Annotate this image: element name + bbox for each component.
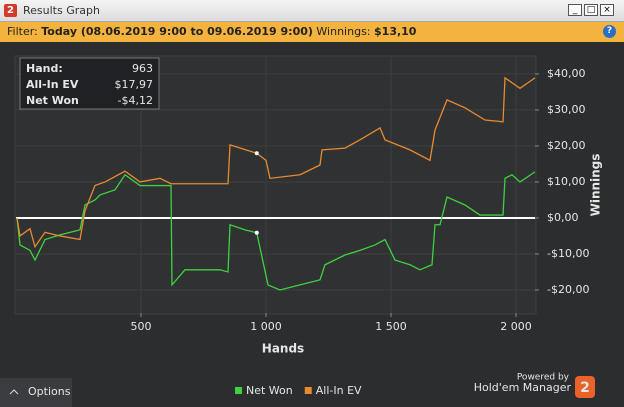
options-label[interactable]: Options [28, 385, 71, 398]
series-line [16, 171, 536, 291]
x-tick-label: 1 500 [375, 320, 407, 333]
logo [575, 376, 595, 398]
maximize-button[interactable]: □ [584, 4, 598, 16]
y-tick-label: -$10,00 [547, 247, 589, 260]
winnings-label: Winnings: [316, 25, 371, 38]
window-title: Results Graph [23, 4, 100, 17]
powered-by: Powered by [517, 373, 570, 383]
close-button[interactable]: × [600, 4, 614, 16]
tooltip-value: -$4,12 [118, 94, 153, 107]
winnings-value: $13,10 [374, 25, 417, 38]
hover-dot [254, 230, 259, 235]
tooltip-value: 963 [132, 62, 153, 75]
legend-swatch [304, 387, 312, 394]
legend-swatch [235, 387, 242, 394]
logo-text: 2 [580, 380, 590, 396]
brand: Hold'em Manager [474, 381, 572, 394]
y-tick-label: $0,00 [547, 211, 579, 224]
y-tick-label: -$20,00 [547, 283, 589, 296]
tooltip-label: Net Won [26, 94, 79, 107]
hover-dot [254, 151, 259, 156]
y-tick-label: $20,00 [547, 139, 586, 152]
tooltip-label: Hand: [26, 62, 63, 75]
y-tick-label: $40,00 [547, 67, 586, 80]
y-axis-title: Winnings [589, 154, 603, 217]
legend-label: Net Won [246, 384, 293, 397]
options-icon[interactable] [9, 389, 19, 395]
x-tick-label: 500 [131, 320, 152, 333]
filter-bar: Filter: Today (08.06.2019 9:00 to 09.06.… [0, 22, 624, 42]
tooltip-label: All-In EV [26, 78, 79, 91]
tooltip-value: $17,97 [115, 78, 154, 91]
minimize-button[interactable]: _ [568, 4, 582, 16]
y-tick-label: $10,00 [547, 175, 586, 188]
filter-label: Filter: [7, 25, 38, 38]
help-button[interactable]: ? [603, 25, 616, 38]
x-axis-title: Hands [262, 342, 304, 356]
series-line [16, 76, 536, 249]
x-tick-label: 1 000 [250, 320, 282, 333]
app-icon: 2 [4, 4, 17, 17]
tooltip [19, 57, 160, 110]
x-tick-label: 2 000 [500, 320, 532, 333]
filter-range[interactable]: Today (08.06.2019 9:00 to 09.06.2019 9:0… [41, 25, 313, 38]
title-bar: 2 Results Graph _ □ × [0, 0, 624, 22]
legend-label: All-In EV [316, 384, 362, 397]
y-tick-label: $30,00 [547, 103, 586, 116]
